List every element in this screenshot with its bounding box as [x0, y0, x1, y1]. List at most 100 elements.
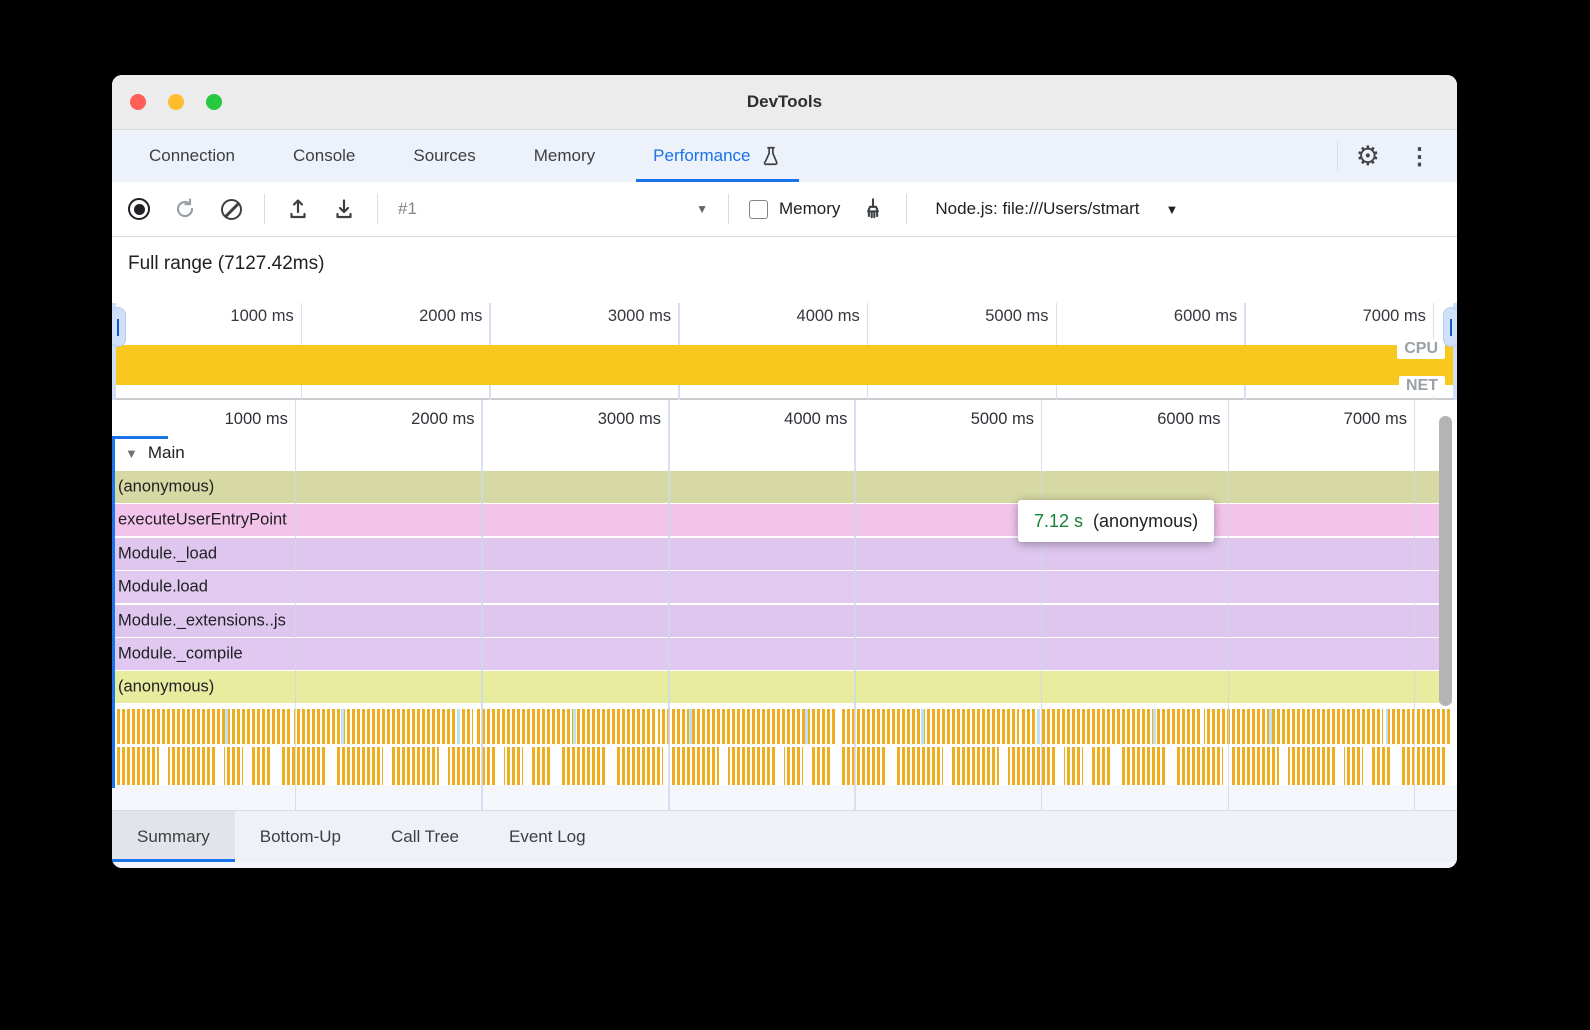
chevron-down-icon: ▼ — [696, 202, 708, 216]
bottom-tab-bottom-up[interactable]: Bottom-Up — [235, 811, 366, 862]
flame-row-label: (anonymous) — [118, 477, 215, 496]
tooltip-entry-name: (anonymous) — [1093, 510, 1199, 531]
ruler-tick-label: 6000 ms — [1157, 410, 1221, 428]
chevron-down-icon: ▼ — [1165, 201, 1179, 217]
ruler-gridline — [668, 400, 670, 810]
flame-row[interactable]: Module._extensions..js — [112, 604, 1452, 637]
micro-task-stripes-row-1[interactable] — [112, 709, 1452, 744]
flame-row[interactable]: Module._load — [112, 537, 1452, 570]
panel-tab-bar: Connection Console Sources Memory Performanc… — [112, 130, 1457, 182]
ruler-tick-label: 7000 ms — [1343, 410, 1407, 428]
net-track-label: NET — [1399, 376, 1445, 396]
flame-row[interactable]: Module._compile — [112, 638, 1452, 670]
bottom-tab-label: Summary — [137, 826, 210, 846]
overview-right-drag-handle[interactable] — [1443, 307, 1457, 347]
full-range-label: Full range (7127.42ms) — [128, 253, 325, 274]
flame-row-label: Module._compile — [118, 644, 243, 663]
memory-checkbox-group[interactable]: Memory — [749, 199, 840, 219]
ruler-tick-label: 5000 ms — [985, 307, 1049, 325]
window-bottom-filler — [112, 862, 1457, 868]
record-button[interactable] — [126, 196, 152, 222]
tab-bar-controls: ⚙ ⋮ — [1336, 130, 1457, 182]
reload-and-record-button[interactable] — [172, 196, 198, 222]
ruler-tick-label: 2000 ms — [411, 410, 475, 428]
tab-label: Memory — [533, 146, 596, 165]
ruler-tick-label: 4000 ms — [784, 410, 848, 428]
clear-recording-button[interactable] — [218, 196, 244, 222]
bottom-tab-call-tree[interactable]: Call Tree — [366, 811, 484, 862]
bottom-tab-event-log[interactable]: Event Log — [484, 811, 611, 862]
window-title: DevTools — [746, 92, 823, 111]
detail-tab-bar: Summary Bottom-Up Call Tree Event Log — [112, 810, 1457, 862]
divider — [377, 194, 378, 224]
memory-checkbox-label: Memory — [779, 199, 841, 218]
minimize-window-button[interactable] — [168, 94, 184, 110]
main-track-label: Main — [147, 443, 185, 462]
load-profile-button[interactable] — [285, 196, 311, 222]
flame-chart[interactable]: (anonymous) executeUserEntryPoint Module._… — [112, 400, 1457, 810]
cpu-track-label: CPU — [1397, 339, 1445, 359]
track-selection-border-vertical — [112, 436, 115, 788]
ruler-gridline — [1227, 400, 1230, 810]
overview-left-drag-handle[interactable] — [112, 307, 126, 347]
upload-icon — [290, 199, 306, 219]
main-track-header[interactable]: ▼ Main — [112, 436, 1457, 470]
more-options-kebab-icon[interactable]: ⋮ — [1408, 142, 1431, 169]
ruler-tick-label: 2000 ms — [419, 307, 483, 325]
settings-gear-icon[interactable]: ⚙ — [1355, 140, 1380, 171]
ruler-gridline — [1040, 400, 1043, 810]
ruler-gridline — [481, 400, 483, 810]
close-window-button[interactable] — [130, 94, 146, 110]
tab-connection[interactable]: Connection — [132, 130, 252, 182]
history-value: #1 — [398, 199, 417, 218]
flame-row[interactable]: (anonymous) — [112, 471, 1452, 503]
ruler-tick-label: 1000 ms — [224, 410, 288, 428]
ruler-tick-label: 3000 ms — [597, 410, 662, 428]
flame-row-label: executeUserEntryPoint — [118, 510, 287, 529]
vertical-scrollbar-thumb[interactable] — [1439, 416, 1452, 706]
title-bar: DevTools — [112, 75, 1457, 130]
bottom-tab-summary[interactable]: Summary — [112, 811, 235, 862]
zoom-window-button[interactable] — [206, 94, 222, 110]
history-dropdown[interactable]: #1 ▼ — [398, 199, 708, 219]
save-profile-button[interactable] — [331, 196, 357, 222]
micro-task-stripes-row-2[interactable] — [112, 747, 1452, 785]
ruler-tick-label: 5000 ms — [970, 410, 1034, 428]
divider — [728, 194, 729, 224]
divider — [1336, 141, 1338, 171]
ruler-tick-label: 1000 ms — [230, 307, 294, 325]
clear-icon — [220, 198, 242, 220]
flame-row-label: Module._extensions..js — [118, 611, 286, 630]
flame-row[interactable]: executeUserEntryPoint — [112, 504, 1452, 537]
tooltip-duration: 7.12 s — [1034, 510, 1084, 531]
flame-row-label: (anonymous) — [118, 677, 215, 696]
tab-performance[interactable]: Performance — [636, 130, 799, 182]
selection-edge-left — [112, 303, 116, 400]
flame-row[interactable]: Module.load — [112, 571, 1452, 604]
performance-toolbar: #1 ▼ Memory Node.js: file:///Users/stmar… — [112, 182, 1457, 237]
target-select-value: Node.js: file:///Users/stmart — [935, 199, 1140, 218]
collect-garbage-button[interactable] — [860, 196, 886, 222]
memory-checkbox[interactable] — [749, 199, 768, 219]
flame-chart-lower-background — [112, 785, 1457, 810]
selection-edge-right — [1453, 303, 1457, 400]
tab-console[interactable]: Console — [276, 130, 372, 182]
flask-icon — [760, 145, 782, 167]
bottom-tab-label: Bottom-Up — [259, 826, 341, 846]
timeline-overview[interactable]: Full range (7127.42ms) 1000 ms 2000 ms 300… — [112, 237, 1457, 400]
bottom-tab-label: Call Tree — [390, 826, 460, 846]
bottom-tab-label: Event Log — [509, 826, 586, 846]
tab-label: Sources — [413, 146, 476, 165]
tab-sources[interactable]: Sources — [396, 130, 492, 182]
tab-memory[interactable]: Memory — [517, 130, 612, 182]
target-select[interactable]: Node.js: file:///Users/stmart ▼ — [927, 199, 1178, 219]
flame-row[interactable]: (anonymous) — [112, 671, 1452, 704]
triangle-down-icon[interactable]: ▼ — [125, 445, 138, 461]
ruler-tick-label: 3000 ms — [607, 307, 672, 325]
ruler-gridline — [294, 400, 297, 810]
ruler-tick-label: 4000 ms — [796, 307, 860, 325]
ruler-tick-label: 7000 ms — [1362, 307, 1426, 325]
devtools-window: DevTools Connection Console Sources Memory P… — [112, 75, 1457, 868]
track-selection-border-horizontal — [112, 436, 168, 439]
